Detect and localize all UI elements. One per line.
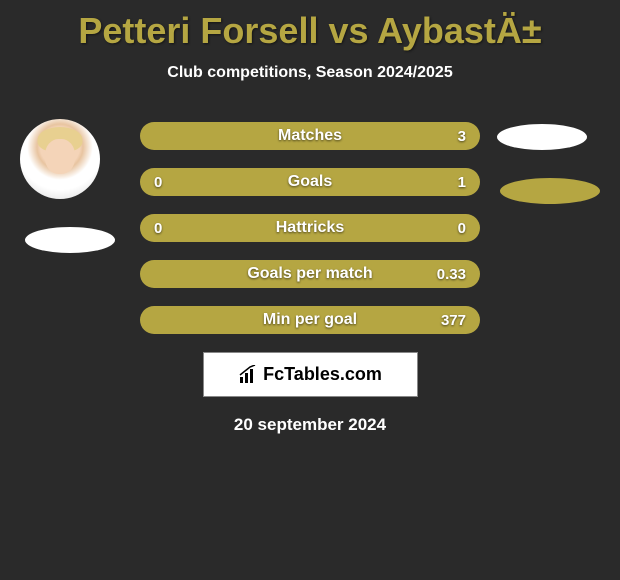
stat-label: Hattricks: [194, 219, 426, 237]
logo-box[interactable]: FcTables.com: [203, 352, 418, 397]
stat-value-right: 3: [426, 128, 466, 145]
stats-container: Matches 3 0 Goals 1 0 Hattricks 0 Goals …: [140, 107, 480, 334]
stat-value-right: 0: [426, 220, 466, 237]
subtitle: Club competitions, Season 2024/2025: [0, 64, 620, 82]
stat-label: Goals per match: [194, 265, 426, 283]
chart-icon: [238, 365, 258, 385]
stat-label: Goals: [194, 173, 426, 191]
stat-label: Matches: [194, 127, 426, 145]
stat-value-right: 377: [426, 312, 466, 329]
comparison-content: Matches 3 0 Goals 1 0 Hattricks 0 Goals …: [0, 107, 620, 435]
stat-value-left: 0: [154, 174, 194, 191]
stat-value-left: 0: [154, 220, 194, 237]
player-badge-left: [25, 227, 115, 253]
player-avatar-left: [20, 119, 100, 199]
stat-row-goals: 0 Goals 1: [140, 168, 480, 196]
stat-label: Min per goal: [194, 311, 426, 329]
stat-value-right: 0.33: [426, 266, 466, 283]
player-badge-right-1: [497, 124, 587, 150]
page-title: Petteri Forsell vs AybastÄ±: [0, 0, 620, 52]
stat-row-matches: Matches 3: [140, 122, 480, 150]
stat-value-right: 1: [426, 174, 466, 191]
stat-row-goals-per-match: Goals per match 0.33: [140, 260, 480, 288]
stat-row-min-per-goal: Min per goal 377: [140, 306, 480, 334]
player-badge-right-2: [500, 178, 600, 204]
date-text: 20 september 2024: [0, 415, 620, 435]
stat-row-hattricks: 0 Hattricks 0: [140, 214, 480, 242]
logo-text: FcTables.com: [263, 364, 382, 385]
